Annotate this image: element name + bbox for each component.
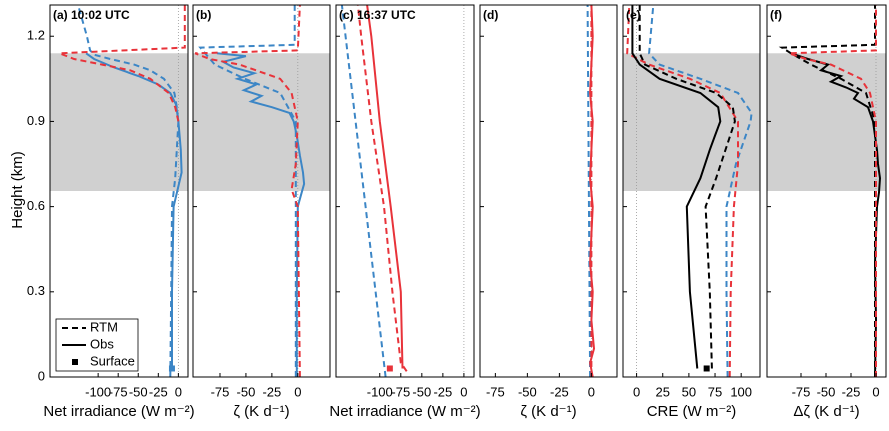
x-tick-label: -50 bbox=[237, 384, 256, 399]
panel-label: (d) bbox=[483, 8, 498, 22]
x-tick-label: -75 bbox=[109, 384, 128, 399]
cloud-layer bbox=[623, 53, 760, 191]
x-tick-label: -75 bbox=[486, 384, 505, 399]
x-tick-label: 0 bbox=[175, 384, 182, 399]
profile-line bbox=[586, 5, 592, 377]
x-axis-label: Net irradiance (W m⁻²) bbox=[329, 403, 480, 420]
x-tick-label: -100 bbox=[367, 384, 393, 399]
profile-line bbox=[59, 5, 186, 122]
profile-line bbox=[77, 5, 180, 377]
x-tick-label: -25 bbox=[433, 384, 452, 399]
panel bbox=[623, 5, 760, 377]
y-tick-label: 0 bbox=[38, 368, 45, 383]
profile-line bbox=[198, 5, 297, 377]
profile-line bbox=[356, 5, 408, 372]
y-tick-label: 0.3 bbox=[27, 283, 45, 298]
cloud-layer bbox=[50, 53, 188, 191]
surface-marker bbox=[703, 365, 710, 372]
x-tick-label: -50 bbox=[412, 384, 431, 399]
panel-label: (e) bbox=[626, 8, 641, 22]
panel-label: (a) 10:02 UTC bbox=[53, 8, 130, 22]
x-tick-label: 0 bbox=[872, 384, 879, 399]
panel-frame bbox=[335, 4, 475, 378]
profile-line bbox=[788, 5, 877, 377]
surface-marker bbox=[168, 365, 175, 372]
profile-line bbox=[626, 5, 739, 377]
y-tick-label: 0.9 bbox=[27, 113, 45, 128]
profile-line bbox=[85, 52, 183, 369]
x-tick-label: -100 bbox=[85, 384, 111, 399]
panel-frame bbox=[192, 4, 331, 378]
profile-line bbox=[778, 5, 876, 377]
surface-marker bbox=[386, 365, 393, 372]
y-axis-label: Height (km) bbox=[9, 151, 26, 229]
x-tick-label: 25 bbox=[656, 384, 670, 399]
y-tick-label: 1.2 bbox=[27, 28, 45, 43]
panel-label: (c) 16:37 UTC bbox=[339, 8, 416, 22]
x-tick-label: -50 bbox=[518, 384, 537, 399]
x-tick-label: -25 bbox=[842, 384, 861, 399]
legend-label: Surface bbox=[90, 353, 135, 368]
panel-frame bbox=[49, 4, 189, 378]
x-tick-label: -75 bbox=[211, 384, 230, 399]
x-tick-label: 0 bbox=[588, 384, 595, 399]
x-tick-label: -25 bbox=[149, 384, 168, 399]
x-tick-label: 0 bbox=[633, 384, 640, 399]
x-tick-label: -50 bbox=[817, 384, 836, 399]
profile-line bbox=[638, 5, 736, 369]
panel bbox=[586, 5, 596, 377]
cloud-layer bbox=[193, 53, 330, 191]
x-axis-label: Net irradiance (W m⁻²) bbox=[43, 403, 194, 420]
legend-marker bbox=[72, 359, 78, 365]
x-tick-label: 50 bbox=[682, 384, 696, 399]
panel-frame bbox=[479, 4, 618, 378]
x-tick-label: -25 bbox=[262, 384, 281, 399]
profile-line bbox=[790, 52, 882, 377]
x-axis-label: ζ (K d⁻¹) bbox=[233, 403, 289, 420]
panel-label: (f) bbox=[770, 8, 782, 22]
panel-label: (b) bbox=[196, 8, 211, 22]
profile-line bbox=[366, 5, 404, 369]
x-axis-label: CRE (W m⁻²) bbox=[647, 403, 737, 420]
panel bbox=[340, 5, 465, 377]
profile-line bbox=[216, 52, 306, 377]
x-tick-label: 75 bbox=[708, 384, 722, 399]
x-tick-label: 0 bbox=[460, 384, 467, 399]
panel bbox=[193, 5, 330, 377]
profile-line bbox=[648, 5, 753, 377]
panel bbox=[50, 5, 188, 377]
profile-line bbox=[631, 5, 722, 369]
legend-label: RTM bbox=[90, 319, 118, 334]
x-axis-label: ζ (K d⁻¹) bbox=[520, 403, 576, 420]
panel-frame bbox=[622, 4, 761, 378]
x-tick-label: 0 bbox=[294, 384, 301, 399]
profile-line bbox=[194, 5, 301, 377]
x-tick-label: -50 bbox=[129, 384, 148, 399]
cloud-layer bbox=[767, 53, 886, 191]
x-tick-label: -25 bbox=[550, 384, 569, 399]
x-tick-label: -75 bbox=[391, 384, 410, 399]
profile-line bbox=[340, 5, 387, 377]
x-tick-label: 100 bbox=[730, 384, 752, 399]
x-tick-label: -75 bbox=[792, 384, 811, 399]
x-axis-label: Δζ (K d⁻¹) bbox=[793, 403, 859, 420]
y-tick-label: 0.6 bbox=[27, 198, 45, 213]
panel bbox=[767, 5, 886, 377]
legend-label: Obs bbox=[90, 336, 114, 351]
